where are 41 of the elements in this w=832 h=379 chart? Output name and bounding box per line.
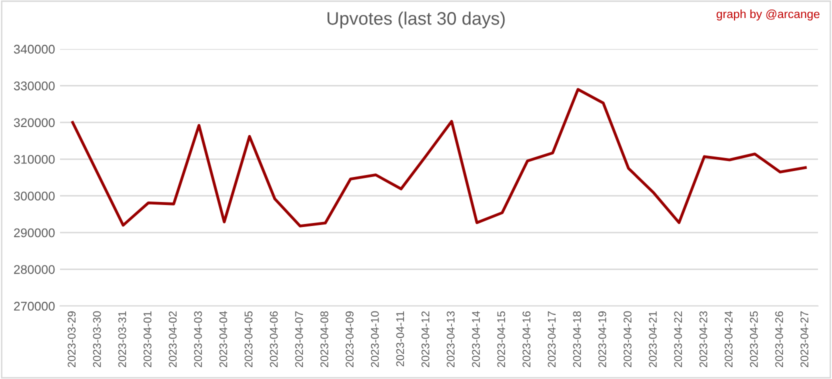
y-tick-label: 330000 <box>14 82 55 90</box>
x-tick-label: 2023-04-19 <box>598 311 606 368</box>
x-tick-label: 2023-04-02 <box>168 311 177 368</box>
x-tick-label: 2023-04-05 <box>244 311 252 368</box>
y-tick-label: 320000 <box>14 118 55 128</box>
x-tick-label: 2023-04-03 <box>194 311 202 368</box>
y-tick-label: 290000 <box>14 228 55 238</box>
x-tick-label: 2023-03-31 <box>118 311 126 368</box>
y-tick-label: 300000 <box>14 192 55 201</box>
x-tick-label: 2023-04-18 <box>573 311 581 368</box>
x-tick-label: 2023-04-16 <box>522 311 530 368</box>
x-tick-label: 2023-04-08 <box>320 311 328 368</box>
chart-title: Upvotes (last 30 days) <box>328 12 505 28</box>
x-tick-label: 2023-04-15 <box>497 311 506 368</box>
x-tick-label: 2023-04-07 <box>295 311 304 368</box>
x-tick-label: 2023-04-13 <box>446 311 455 368</box>
x-tick-label: 2023-04-21 <box>648 311 657 368</box>
x-tick-label: 2023-04-11 <box>396 311 404 366</box>
x-tick-label: 2023-04-01 <box>144 311 152 368</box>
x-tick-label: 2023-04-23 <box>699 311 708 368</box>
x-tick-label: 2023-03-29 <box>68 311 76 368</box>
y-tick-label: 270000 <box>14 302 55 311</box>
x-tick-label: 2023-04-20 <box>624 311 632 368</box>
x-tick-label: 2023-04-10 <box>370 311 379 368</box>
x-tick-label: 2023-04-09 <box>346 311 354 368</box>
x-tick-label: 2023-04-26 <box>775 311 784 368</box>
text: graph by @arcange <box>716 10 820 20</box>
y-tick-label: 280000 <box>14 265 55 274</box>
x-tick-label: 2023-04-24 <box>724 311 733 368</box>
x-tick-label: 2023-04-22 <box>674 311 682 368</box>
line-series <box>71 88 807 228</box>
x-tick-label: 2023-04-25 <box>750 311 758 368</box>
x-tick-label: 2023-03-30 <box>93 311 101 368</box>
y-tick-label: 310000 <box>14 154 55 164</box>
y-tick-label: 340000 <box>14 44 55 54</box>
x-tick-label: 2023-04-17 <box>548 311 556 368</box>
x-tick-label: 2023-04-12 <box>421 311 430 368</box>
x-tick-label: 2023-04-14 <box>472 311 480 368</box>
x-tick-label: 2023-04-04 <box>219 311 228 368</box>
x-tick-label: 2023-04-06 <box>270 311 278 368</box>
x-tick-label: 2023-04-27 <box>800 311 808 368</box>
